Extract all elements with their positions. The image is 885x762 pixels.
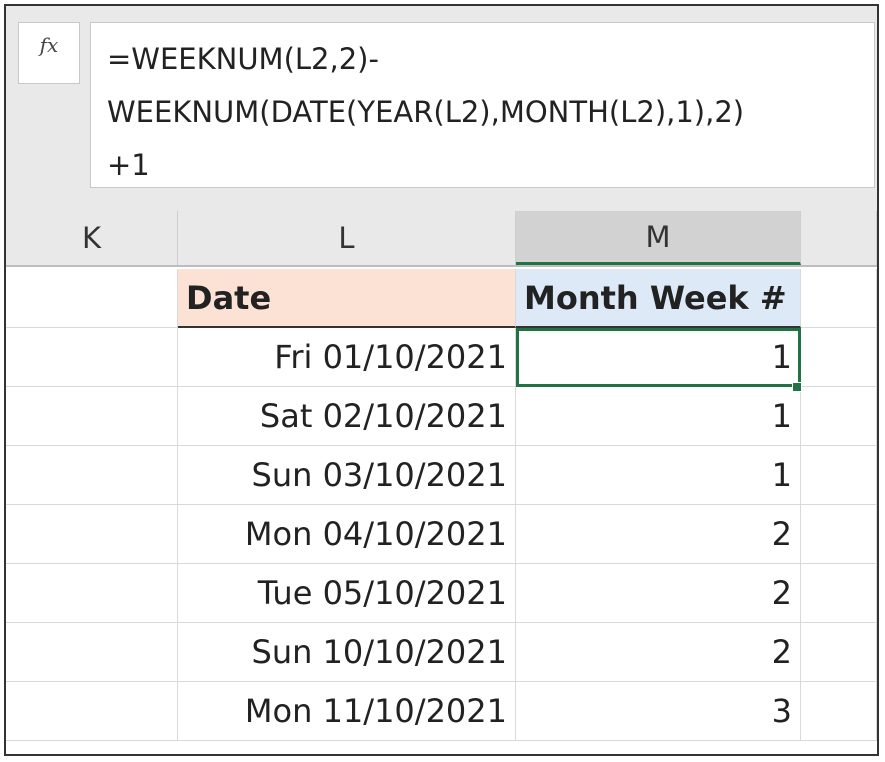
table-row: Tue 05/10/2021 2 [6,564,877,623]
fill-handle[interactable] [792,382,802,392]
insert-function-button[interactable]: fx [18,22,80,84]
month-week-cell[interactable]: 2 [516,564,801,623]
table-row: Sun 03/10/2021 1 [6,446,877,505]
cell[interactable] [6,446,178,505]
formula-line: +1 [107,148,150,182]
month-week-cell[interactable]: 2 [516,623,801,682]
cell[interactable] [6,387,178,446]
column-header-n[interactable] [801,211,877,265]
month-week-cell[interactable]: 2 [516,505,801,564]
table-row: Mon 11/10/2021 3 [6,682,877,741]
cell[interactable] [6,623,178,682]
cell[interactable] [801,269,877,328]
spreadsheet-window: fx =WEEKNUM(L2,2)- WEEKNUM(DATE(YEAR(L2)… [4,4,879,756]
date-cell[interactable]: Tue 05/10/2021 [178,564,516,623]
date-cell[interactable]: Mon 04/10/2021 [178,505,516,564]
table-row: Sun 10/10/2021 2 [6,623,877,682]
formula-line: WEEKNUM(DATE(YEAR(L2),MONTH(L2),1),2) [107,95,745,129]
cell[interactable] [6,328,178,387]
date-cell[interactable]: Sun 03/10/2021 [178,446,516,505]
formula-line: =WEEKNUM(L2,2)- [107,42,379,76]
cell[interactable] [6,564,178,623]
cell[interactable] [6,269,178,328]
month-week-cell-active[interactable]: 1 [516,328,801,387]
date-cell[interactable]: Mon 11/10/2021 [178,682,516,741]
month-week-cell[interactable]: 3 [516,682,801,741]
worksheet-grid: K L M Date Month Week # Fri 01/10/2021 1… [6,211,877,754]
column-header-m[interactable]: M [516,211,801,265]
table-row: Fri 01/10/2021 1 [6,328,877,387]
date-cell[interactable]: Sat 02/10/2021 [178,387,516,446]
month-week-cell[interactable]: 1 [516,446,801,505]
month-week-header-cell[interactable]: Month Week # [516,269,801,328]
month-week-cell[interactable]: 1 [516,387,801,446]
cell[interactable] [801,387,877,446]
date-cell[interactable]: Fri 01/10/2021 [178,328,516,387]
cell[interactable] [801,446,877,505]
column-header-k[interactable]: K [6,211,178,265]
formula-input[interactable]: =WEEKNUM(L2,2)- WEEKNUM(DATE(YEAR(L2),MO… [90,22,875,188]
table-row: Sat 02/10/2021 1 [6,387,877,446]
date-cell[interactable]: Sun 10/10/2021 [178,623,516,682]
cell[interactable] [801,682,877,741]
date-header-cell[interactable]: Date [178,269,516,328]
table-row: Mon 04/10/2021 2 [6,505,877,564]
cell[interactable] [6,505,178,564]
table-header-row: Date Month Week # [6,269,877,328]
formula-bar: fx =WEEKNUM(L2,2)- WEEKNUM(DATE(YEAR(L2)… [6,6,877,216]
function-icon: fx [39,33,59,57]
column-header-l[interactable]: L [178,211,516,265]
cell[interactable] [801,564,877,623]
cell[interactable] [801,505,877,564]
cell[interactable] [801,623,877,682]
column-header-row: K L M [6,211,877,267]
cell[interactable] [6,682,178,741]
cell[interactable] [801,328,877,387]
